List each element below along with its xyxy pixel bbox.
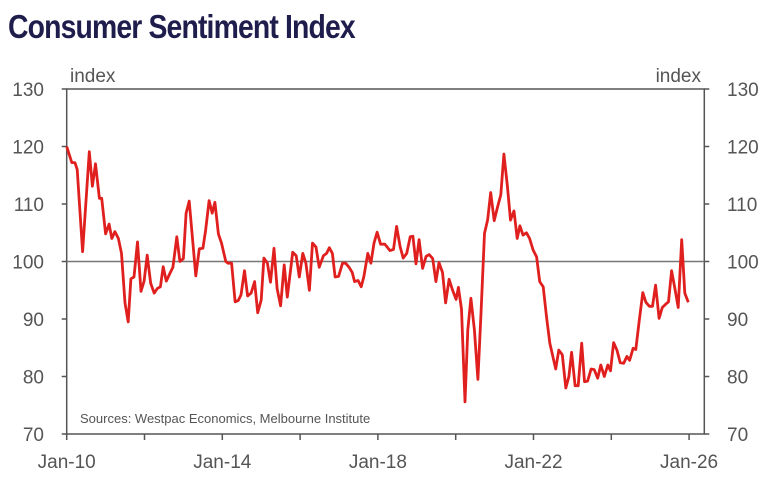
axes: 70 70 80 80 90 90 100 100 110 110 120 120 130 130 Jan-… [12, 80, 758, 473]
y-axis-unit-right: index [656, 66, 702, 87]
y-tick-label-right: 80 [727, 368, 748, 389]
y-tick-label-left: 110 [14, 195, 44, 216]
y-tick-label-left: 120 [12, 138, 44, 159]
y-tick-label-right: 130 [727, 80, 759, 101]
x-tick-label: Jan-14 [193, 452, 252, 473]
source-note: Sources: Westpac Economics, Melbourne In… [80, 411, 370, 426]
y-tick-label-right: 100 [727, 253, 759, 274]
y-tick-label-left: 80 [23, 368, 44, 389]
y-tick-label-right: 110 [727, 195, 757, 216]
y-tick-label-left: 130 [12, 80, 44, 101]
y-tick-label-left: 90 [23, 310, 44, 331]
x-tick-label: Jan-18 [349, 452, 407, 473]
y-tick-label-left: 70 [23, 425, 44, 446]
y-tick-label-right: 120 [727, 138, 759, 159]
y-tick-label-right: 90 [727, 310, 748, 331]
y-tick-label-left: 100 [12, 253, 44, 274]
chart-title: Consumer Sentiment Index [8, 8, 356, 45]
x-tick-label: Jan-10 [38, 452, 96, 473]
series-line-consumer-sentiment [65, 146, 690, 404]
y-axis-unit-left: index [70, 66, 116, 87]
x-tick-label: Jan-22 [504, 452, 562, 473]
x-tick-label: Jan-26 [660, 452, 718, 473]
y-tick-label-right: 70 [727, 425, 748, 446]
